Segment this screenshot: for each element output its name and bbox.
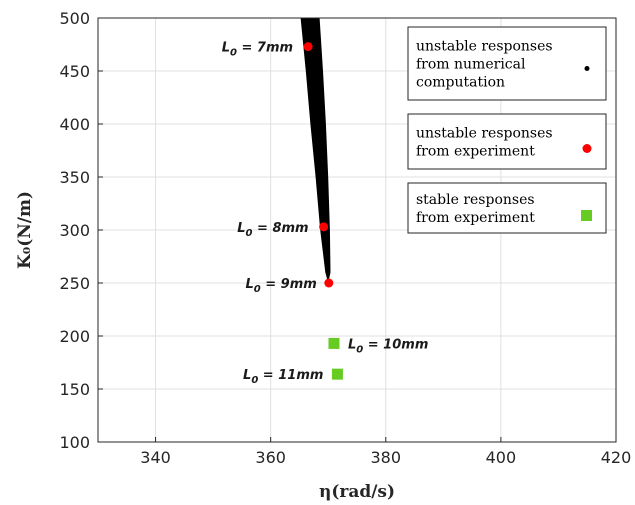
y-tick-label: 450: [59, 62, 90, 81]
unstable-experiment-point: [324, 278, 334, 288]
x-axis-ticks: 340 360 380 400 420: [140, 437, 631, 467]
numerical-instability-region: [300, 18, 331, 283]
y-tick-label: 350: [59, 168, 90, 187]
x-tick-label: 340: [140, 448, 171, 467]
x-tick-label: 380: [371, 448, 402, 467]
y-tick-label: 200: [59, 327, 90, 346]
y-tick-label: 300: [59, 221, 90, 240]
point-annotation: L0 = 11mm: [243, 368, 323, 386]
point-annotation: L0 = 9mm: [245, 277, 316, 295]
point-annotations: L0 = 7mm L0 = 8mm L0 = 9mm L0 = 10mm L0 = 11…: [222, 41, 429, 387]
legend-marker-square: [581, 210, 592, 221]
legend-entry-text: stable responses: [416, 192, 535, 208]
y-axis-label: K₀(N/m): [15, 191, 35, 269]
data-points: [303, 42, 343, 380]
point-annotation: L0 = 10mm: [348, 337, 428, 355]
legend: unstable responses from numerical computat…: [407, 26, 607, 234]
x-tick-label: 360: [255, 448, 286, 467]
legend-entry-text: unstable responses: [416, 126, 553, 142]
point-annotation: L0 = 7mm: [222, 41, 293, 59]
legend-entry-text: unstable responses: [416, 39, 553, 55]
y-tick-label: 250: [59, 274, 90, 293]
legend-entry-text: from experiment: [416, 144, 535, 160]
point-annotation: L0 = 8mm: [237, 221, 308, 239]
legend-box: [407, 113, 607, 170]
legend-entry-text: from experiment: [416, 210, 535, 226]
y-tick-label: 400: [59, 115, 90, 134]
legend-entry-text: from numerical: [416, 57, 526, 73]
legend-entry-text: computation: [416, 75, 505, 91]
legend-marker-circle: [582, 144, 592, 153]
stable-experiment-point: [331, 368, 343, 380]
x-tick-label: 400: [486, 448, 517, 467]
legend-box: [407, 26, 607, 101]
stable-experiment-point: [328, 337, 340, 349]
y-tick-label: 500: [59, 9, 90, 28]
unstable-experiment-point: [319, 222, 329, 232]
y-axis-ticks: 100 150 200 250 300 350 400 450 500: [59, 9, 103, 452]
legend-box: [407, 182, 607, 234]
y-tick-label: 150: [59, 380, 90, 399]
unstable-experiment-point: [303, 42, 313, 52]
x-axis-label: η(rad/s): [319, 482, 395, 502]
legend-marker-dot: [584, 66, 590, 71]
y-tick-label: 100: [59, 433, 90, 452]
x-tick-label: 420: [601, 448, 632, 467]
